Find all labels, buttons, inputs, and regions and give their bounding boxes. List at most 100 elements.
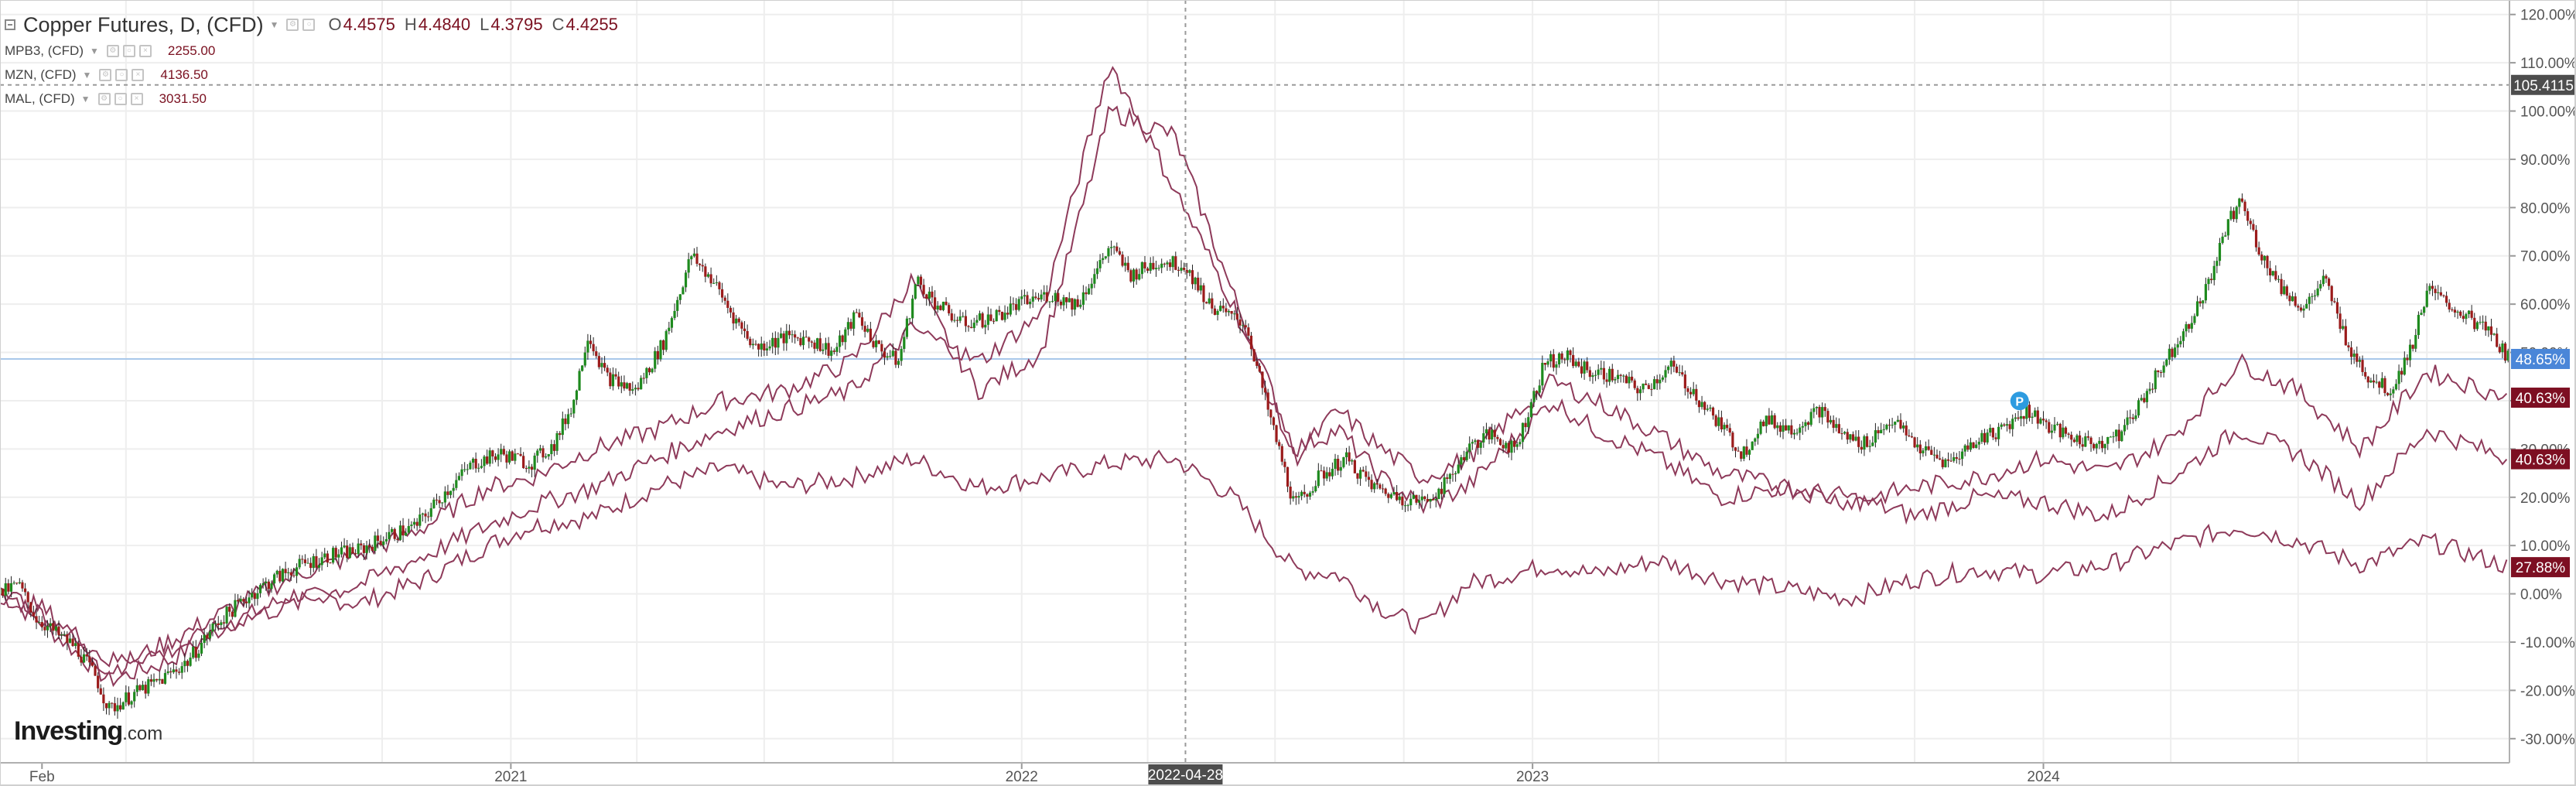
settings-icon[interactable]: ⚙ (97, 92, 111, 105)
candle-body (2134, 415, 2137, 419)
candle-body (113, 702, 116, 712)
main-symbol[interactable]: Copper Futures, D, (CFD) (23, 12, 264, 36)
candle-body (1857, 436, 1860, 447)
settings-icon[interactable]: ⚙ (286, 19, 299, 31)
candle-body (1488, 429, 1491, 440)
candle-body (1946, 459, 1950, 461)
candle-body (684, 272, 688, 288)
close-icon[interactable]: × (138, 44, 152, 57)
candle-body (1916, 444, 1919, 448)
candle-body (2423, 306, 2426, 313)
candle-body (1356, 473, 1359, 479)
candle-body (1815, 407, 1819, 408)
candle-body (1669, 361, 1672, 367)
candle-body (816, 338, 819, 349)
candle-body (312, 555, 315, 569)
candle-body (2226, 219, 2229, 236)
candle-body (1440, 488, 1443, 494)
close-icon[interactable]: × (130, 92, 143, 105)
candle-body (656, 350, 659, 360)
candle-body (2075, 435, 2079, 443)
candle-body (1574, 361, 1577, 367)
candle-body (1379, 484, 1382, 489)
candle-body (1367, 477, 1371, 480)
visibility-icon[interactable]: ○ (114, 92, 127, 105)
candle-body (2501, 343, 2504, 353)
chevron-down-icon[interactable]: ▼ (80, 93, 91, 104)
visibility-icon[interactable]: ○ (115, 68, 128, 81)
candle-body (1292, 496, 1295, 499)
visibility-icon[interactable]: ○ (122, 44, 135, 57)
candle-body (919, 276, 923, 285)
candle-body (1505, 443, 1508, 449)
candle-body (813, 342, 816, 349)
candle-body (1597, 369, 1600, 375)
candle-body (1563, 359, 1566, 361)
candle-body (1242, 325, 1245, 326)
candle-body (186, 661, 190, 666)
close-icon[interactable]: × (132, 68, 145, 81)
candle-body (2302, 308, 2305, 311)
candle-body (2072, 439, 2075, 443)
candle-body (1675, 366, 1679, 373)
candle-body (1874, 430, 1877, 443)
candle-body (2084, 436, 2087, 447)
candle-body (94, 665, 97, 676)
candle-body (346, 545, 349, 559)
candle-body (2086, 436, 2090, 438)
compare-symbol[interactable]: MZN, (CFD) (5, 67, 77, 82)
y-tick-label: 60.00% (2520, 297, 2571, 313)
candle-body (1012, 303, 1015, 305)
chevron-down-icon[interactable]: ▼ (269, 19, 279, 30)
candle-body (2448, 302, 2451, 310)
candle-body (1823, 407, 1826, 412)
chevron-down-icon[interactable]: ▼ (82, 69, 92, 80)
candle-body (1306, 494, 1309, 497)
investing-logo: Investing.com (14, 716, 162, 747)
candle-body (925, 294, 928, 299)
settings-icon[interactable]: ⚙ (99, 68, 112, 81)
candle-body (248, 597, 251, 603)
candle-body (326, 553, 329, 563)
candle-body (545, 456, 548, 458)
candle-body (234, 600, 237, 617)
candle-body (432, 499, 436, 508)
candle-body (874, 340, 878, 347)
candle-body (1249, 335, 1253, 350)
candle-body (1283, 461, 1286, 467)
candle-body (1697, 400, 1701, 408)
chevron-down-icon[interactable]: ▼ (90, 45, 99, 56)
candle-body (808, 337, 811, 342)
candle-body (1588, 370, 1591, 378)
candle-body (732, 312, 735, 324)
candle-body (1252, 349, 1256, 362)
collapse-icon[interactable] (5, 19, 15, 30)
candle-body (606, 367, 609, 373)
candle-body (676, 299, 679, 311)
candle-body (514, 453, 517, 461)
candle-body (931, 291, 934, 298)
compare-symbol[interactable]: MAL, (CFD) (5, 91, 75, 106)
candle-body (23, 588, 27, 593)
candle-body (2179, 340, 2182, 345)
compare-symbol[interactable]: MPB3, (CFD) (5, 43, 84, 58)
visibility-icon[interactable]: ○ (302, 19, 316, 31)
candle-body (1462, 457, 1466, 460)
candle-body (1849, 434, 1852, 440)
candle-body (1983, 432, 1987, 443)
candle-body (827, 343, 830, 356)
candle-body (869, 328, 872, 342)
candle-body (737, 318, 740, 323)
candle-body (1384, 488, 1387, 494)
candle-body (2266, 255, 2269, 268)
settings-icon[interactable]: ⚙ (106, 44, 119, 57)
candle-body (1474, 440, 1477, 443)
candle-body (2067, 433, 2070, 435)
candle-body (1991, 428, 1994, 438)
candle-body (270, 583, 273, 590)
candle-body (645, 367, 648, 378)
candle-body (2022, 415, 2025, 419)
candle-body (723, 297, 726, 301)
